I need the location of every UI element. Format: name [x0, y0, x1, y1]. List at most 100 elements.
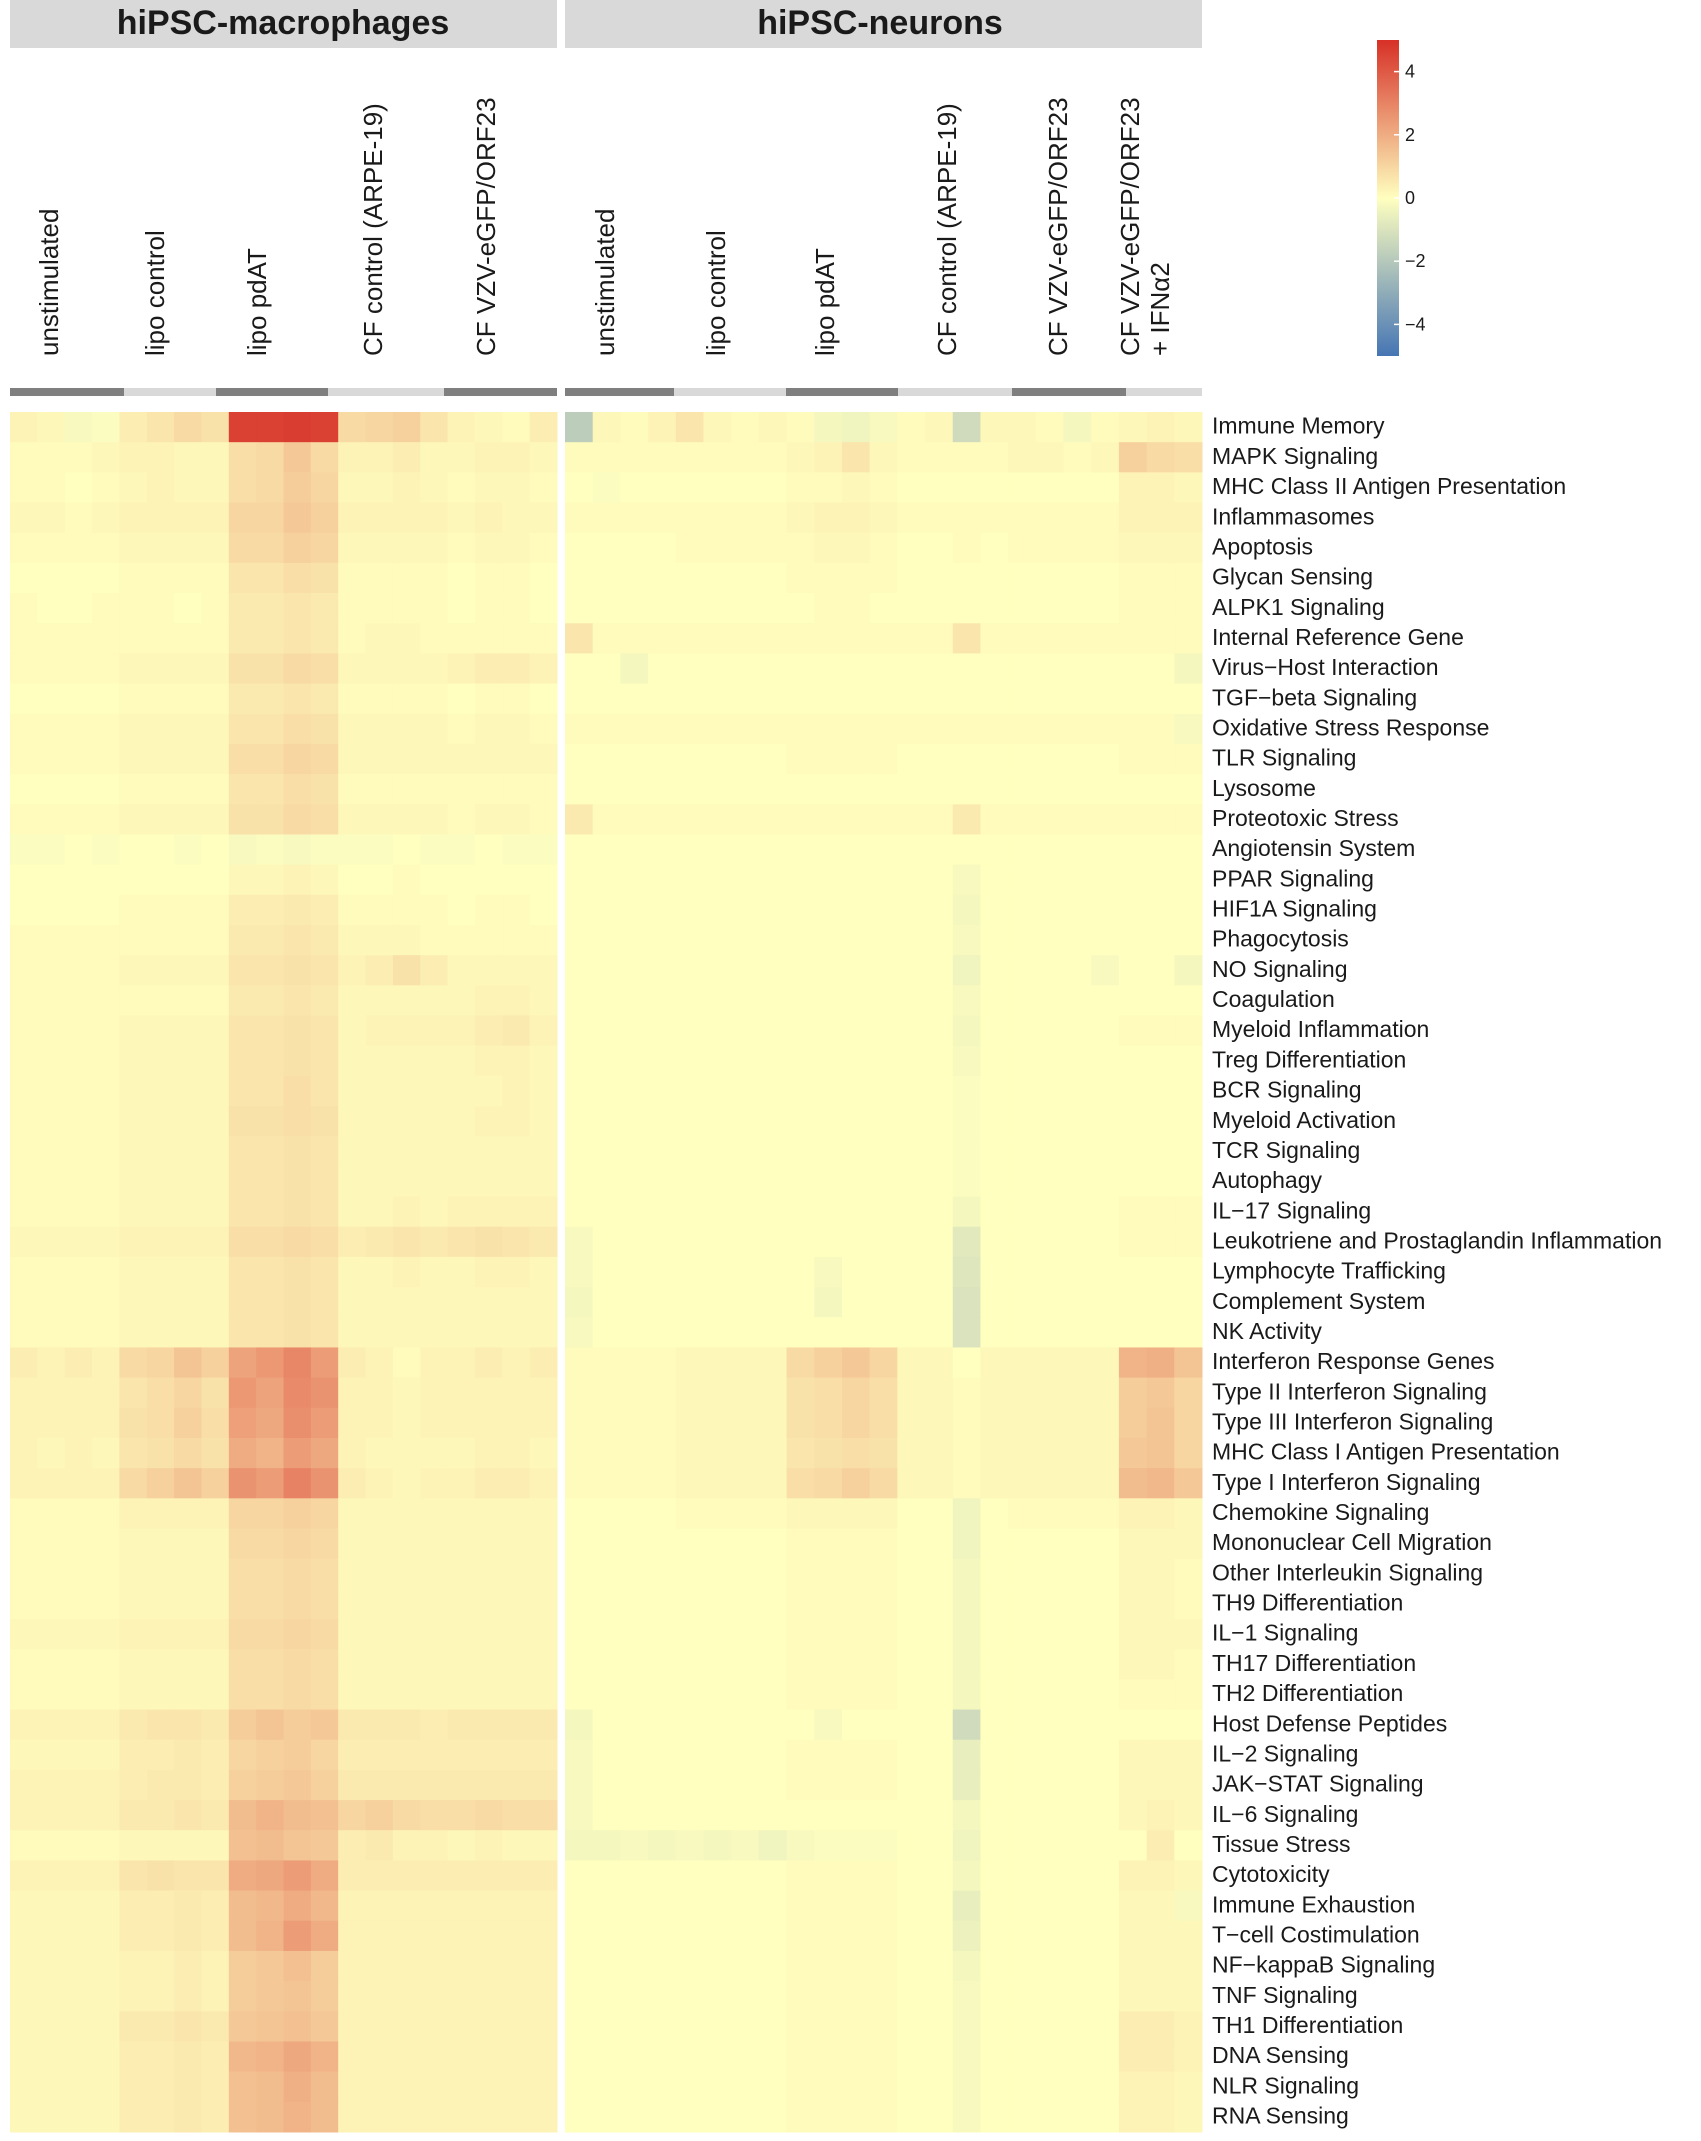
heatmap-cell	[925, 2041, 954, 2073]
heatmap-cell	[1091, 985, 1120, 1017]
heatmap-cell	[1118, 924, 1148, 956]
heatmap-cell	[565, 1709, 594, 1741]
heatmap-cell	[897, 502, 926, 534]
heatmap-cell	[925, 713, 954, 745]
heatmap-cell	[675, 1619, 704, 1650]
heatmap-cell	[119, 1317, 148, 1348]
heatmap-cell	[283, 623, 312, 654]
heatmap-cell	[675, 1015, 704, 1047]
heatmap-cell	[841, 804, 871, 835]
heatmap-cell	[447, 985, 476, 1017]
heatmap-cell	[10, 1739, 38, 1771]
heatmap-cell	[925, 1709, 954, 1741]
heatmap-cell	[10, 864, 38, 896]
heatmap-cell	[283, 1226, 312, 1258]
heatmap-cell	[952, 955, 981, 986]
heatmap-cell	[92, 804, 120, 835]
heatmap-cell	[703, 1166, 732, 1198]
heatmap-cell	[392, 1256, 421, 1288]
heatmap-cell	[447, 593, 476, 624]
heatmap-cell	[228, 1981, 257, 2012]
heatmap-cell	[675, 1920, 704, 1952]
heatmap-cell	[980, 1619, 1009, 1650]
heatmap-cell	[758, 1287, 788, 1318]
heatmap-cell	[529, 442, 558, 473]
heatmap-cell	[786, 1679, 815, 1711]
heatmap-cell	[1008, 1015, 1037, 1047]
heatmap-cell	[620, 1106, 649, 1137]
heatmap-cell	[814, 1256, 843, 1288]
heatmap-cell	[283, 1287, 312, 1318]
heatmap-cell	[620, 1769, 649, 1801]
row-label: Myeloid Inflammation	[1212, 1016, 1429, 1042]
heatmap-cell	[814, 1196, 843, 1228]
heatmap-cell	[92, 1498, 120, 1529]
heatmap-cell	[92, 442, 120, 473]
heatmap-cell	[283, 562, 312, 594]
heatmap-cell	[620, 1317, 649, 1348]
heatmap-cell	[814, 2071, 843, 2103]
heatmap-cell	[1146, 412, 1175, 443]
heatmap-cell	[758, 1739, 788, 1771]
heatmap-cell	[592, 713, 621, 745]
heatmap-cell	[474, 864, 503, 896]
group-bar-mac-4	[444, 388, 557, 396]
heatmap-cell	[620, 653, 649, 685]
heatmap-cell	[392, 1528, 421, 1560]
heatmap-cell	[119, 653, 148, 685]
heatmap-cell	[1091, 1347, 1120, 1379]
row-label: MHC Class I Antigen Presentation	[1212, 1439, 1560, 1465]
heatmap-cell	[474, 1800, 503, 1831]
heatmap-cell	[201, 1287, 230, 1318]
heatmap-cell	[980, 1287, 1009, 1318]
heatmap-cell	[731, 1739, 760, 1771]
heatmap-cell	[392, 1287, 421, 1318]
heatmap-cell	[474, 1588, 503, 1620]
heatmap-cell	[897, 2041, 926, 2073]
heatmap-cell	[1008, 532, 1037, 564]
heatmap-cell	[392, 2071, 421, 2103]
heatmap-cell	[256, 1377, 284, 1409]
heatmap-cell	[365, 1437, 394, 1469]
heatmap-cell	[338, 1468, 367, 1499]
heatmap-cell	[592, 743, 621, 775]
heatmap-cell	[365, 562, 394, 594]
heatmap-cell	[64, 1347, 93, 1379]
heatmap-cell	[758, 894, 788, 926]
heatmap-cell	[420, 1679, 449, 1711]
heatmap-cell	[1008, 683, 1037, 715]
heatmap-cell	[952, 472, 981, 504]
heatmap-cell	[814, 1649, 843, 1680]
heatmap-cell	[675, 1709, 704, 1741]
heatmap-cell	[1091, 1498, 1120, 1529]
heatmap-cell	[529, 1649, 558, 1680]
heatmap-cell	[980, 1407, 1009, 1439]
heatmap-cell	[869, 1981, 898, 2012]
heatmap-cell	[10, 683, 38, 715]
heatmap-cell	[256, 1015, 284, 1047]
heatmap-cell	[1008, 713, 1037, 745]
heatmap-cell	[1063, 1287, 1092, 1318]
heatmap-cell	[925, 1136, 954, 1167]
heatmap-cell	[1146, 1830, 1175, 1861]
group-label-mac-0: unstimulated	[34, 209, 64, 356]
heatmap-cell	[1063, 1739, 1092, 1771]
heatmap-cell	[897, 1166, 926, 1198]
heatmap-cell	[758, 1649, 788, 1680]
heatmap-cell	[64, 1769, 93, 1801]
heatmap-cell	[174, 1619, 202, 1650]
heatmap-cell	[119, 2101, 148, 2133]
heatmap-cell	[447, 1377, 476, 1409]
heatmap-cell	[703, 1679, 732, 1711]
heatmap-cell	[731, 1347, 760, 1379]
heatmap-cell	[146, 2011, 175, 2042]
heatmap-cell	[1118, 1950, 1148, 1982]
heatmap-cell	[420, 1860, 449, 1892]
heatmap-cell	[980, 804, 1009, 835]
heatmap-cell	[392, 532, 421, 564]
heatmap-cell	[565, 1287, 594, 1318]
heatmap-cell	[1174, 1558, 1203, 1590]
heatmap-cell	[283, 2071, 312, 2103]
heatmap-cell	[420, 593, 449, 624]
heatmap-cell	[1091, 1558, 1120, 1590]
